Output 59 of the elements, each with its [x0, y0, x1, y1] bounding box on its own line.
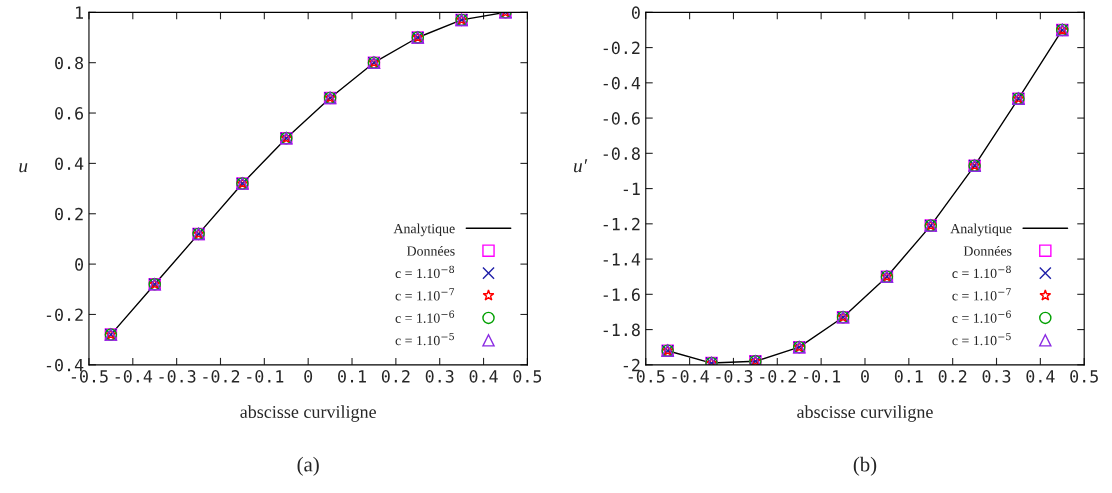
- text: (a): [297, 456, 319, 476]
- y-tick-label: 0.2: [55, 207, 83, 221]
- x-tick-label: -0.4: [115, 370, 153, 383]
- y-axis-title: u: [19, 163, 28, 173]
- legend-label: Données: [963, 245, 1012, 256]
- x-tick-label: 0.5: [513, 370, 542, 383]
- y-tick-label: 0.4: [55, 157, 84, 171]
- y-tick-label: -1.4: [603, 253, 641, 266]
- y-tick-label: -0.6: [603, 112, 640, 125]
- x-tick-label: 0.1: [894, 370, 923, 383]
- legend-label: c = 1.10$^{−8}$: [395, 265, 455, 279]
- x-tick-label: 0: [861, 370, 869, 383]
- y-tick-label: -1: [623, 182, 640, 195]
- y-tick-label: 0: [75, 258, 84, 271]
- legend-label: c = 1.10$^{−5}$: [395, 332, 454, 346]
- x-tick-label: 0.5: [1070, 370, 1098, 383]
- x-tick-label: 0: [304, 370, 313, 383]
- legend-label: c = 1.10$^{−5}$: [952, 332, 1011, 346]
- x-tick-label: -0.2: [760, 370, 796, 383]
- y-tick-label: -0.4: [603, 76, 641, 90]
- y-tick-label: -1.2: [603, 217, 640, 231]
- text: (b): [853, 456, 877, 476]
- x-tick-label: -0.3: [716, 370, 753, 383]
- x-tick-label: -0.4: [672, 370, 709, 383]
- x-axis-title: abscisse curviligne: [240, 405, 376, 422]
- x-tick-label: -0.2: [203, 370, 240, 383]
- x-tick-label: 0.1: [338, 370, 366, 383]
- y-tick-label: -2: [623, 358, 640, 372]
- x-tick-label: -0.1: [247, 370, 284, 383]
- legend-label: c = 1.10$^{−7}$: [395, 288, 455, 301]
- x-tick-label: 0.3: [425, 370, 454, 383]
- legend-label: Données: [406, 245, 455, 256]
- y-tick-label: 0.8: [55, 56, 84, 70]
- x-tick-label: -0.5: [71, 370, 108, 383]
- legend-label: Analytique: [393, 223, 455, 237]
- y-axis-title: u′: [573, 159, 588, 173]
- x-axis-title: abscisse curviligne: [797, 405, 933, 422]
- y-tick-label: -0.4: [46, 358, 84, 372]
- legend-label: c = 1.10$^{−8}$: [952, 265, 1011, 279]
- legend-label: c = 1.10$^{−6}$: [395, 310, 455, 323]
- legend-label: c = 1.10$^{−6}$: [952, 310, 1011, 323]
- legend-label: Analytique: [950, 223, 1012, 237]
- x-tick-label: -0.3: [159, 370, 196, 383]
- x-tick-label: 0.2: [938, 370, 967, 383]
- y-tick-label: -0.2: [46, 308, 83, 322]
- legend-label: c = 1.10$^{−7}$: [952, 288, 1011, 301]
- x-tick-label: 0.4: [1026, 370, 1055, 383]
- y-tick-label: 1: [76, 6, 83, 19]
- y-tick-label: -1.6: [603, 288, 640, 301]
- y-tick-label: 0: [631, 6, 640, 19]
- y-tick-label: -1.8: [603, 323, 640, 337]
- y-tick-label: -0.2: [603, 41, 640, 55]
- x-tick-label: 0.4: [469, 370, 498, 383]
- y-tick-label: 0.6: [55, 107, 84, 120]
- x-tick-label: 0.2: [381, 370, 410, 383]
- x-tick-label: -0.5: [628, 370, 665, 383]
- y-tick-label: -0.8: [603, 147, 640, 160]
- x-tick-label: 0.3: [982, 370, 1011, 383]
- x-tick-label: -0.1: [803, 370, 841, 383]
